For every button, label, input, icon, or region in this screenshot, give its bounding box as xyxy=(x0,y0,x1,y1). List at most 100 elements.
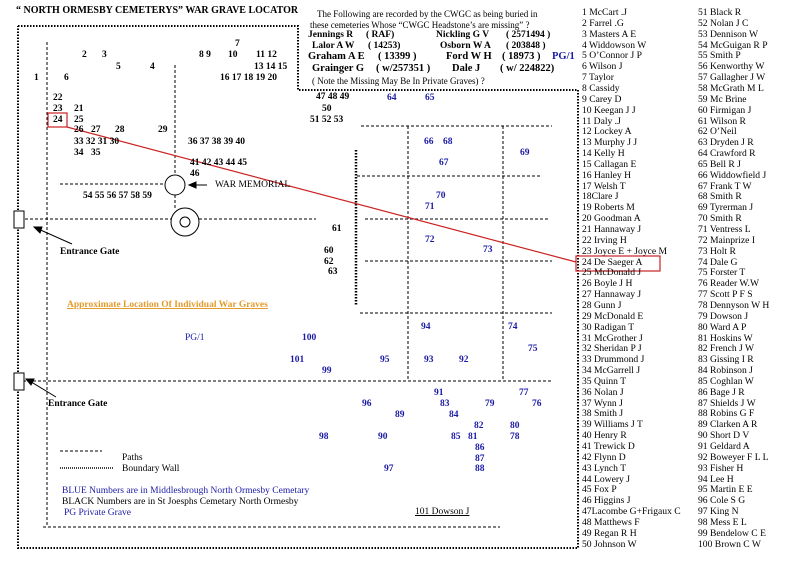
grave-number-blue: 91 xyxy=(434,388,444,398)
grave-number-black: 28 xyxy=(115,125,125,135)
name-list-item: 86 Bage J R xyxy=(698,386,745,398)
grave-number-blue: 98 xyxy=(319,432,329,442)
name-list-item: 79 Dowson J xyxy=(698,310,749,322)
grave-number-black: 51 52 53 xyxy=(310,115,344,125)
name-list-item: 89 Clarken A R xyxy=(698,419,758,431)
approx-location-heading: Approximate Location Of Individual War G… xyxy=(67,300,268,310)
extra-grave-note: 101 Dowson J xyxy=(415,507,470,517)
missing-name: Osborn W A xyxy=(440,41,491,51)
legend-boundary-wall: Boundary Wall xyxy=(122,464,180,474)
grave-number-black: 22 xyxy=(53,93,63,103)
grave-number-black: 6 xyxy=(64,73,69,83)
name-list-item: 33 Drummond J xyxy=(582,354,645,366)
name-list-item: 51 Black R xyxy=(698,7,742,18)
grave-number-black: 54 55 56 57 58 59 xyxy=(83,191,152,201)
name-list-item: 43 Lynch T xyxy=(582,462,627,474)
missing-ref: ( w/ 224822) xyxy=(500,63,555,74)
grave-number-blue: 90 xyxy=(378,432,388,442)
arrow-icon xyxy=(24,181,207,398)
name-list-item: 70 Smith R xyxy=(698,213,742,225)
name-list-item: 8 Cassidy xyxy=(582,82,620,94)
name-list-item: 1 McCart .J xyxy=(582,7,628,18)
grave-number-blue: 96 xyxy=(362,399,372,409)
name-list-item: 84 Robinson J xyxy=(698,365,753,377)
grave-number-black: 61 xyxy=(332,224,342,234)
grave-number-blue: 89 xyxy=(395,410,405,420)
name-list-item: 81 Hoskins W xyxy=(698,332,753,344)
grave-number-black: 8 9 xyxy=(199,50,211,60)
grave-number-blue: 94 xyxy=(421,322,431,332)
boundary-wall xyxy=(17,25,579,549)
grave-number-blue: 76 xyxy=(532,399,542,409)
missing-name: Dale J xyxy=(452,63,481,74)
name-list-item: 40 Henry R xyxy=(582,430,627,442)
name-list-item: 32 Sheridan P J xyxy=(582,343,642,355)
name-list-item: 68 Smith R xyxy=(698,191,742,203)
paths xyxy=(23,42,552,528)
grave-number-black: 47 48 49 xyxy=(316,92,350,102)
grave-number-blue: 85 xyxy=(451,432,461,442)
grave-number-black: 23 xyxy=(53,104,63,114)
missing-name: Grainger G xyxy=(312,63,365,74)
name-list-item: 61 Wilson R xyxy=(698,115,746,127)
missing-ref: ( w/257351 ) xyxy=(376,63,431,74)
name-list-item: 20 Goodman A xyxy=(582,213,641,225)
grave-number-black: 3 xyxy=(102,50,107,60)
entrance-gate-label: Entrance Gate xyxy=(48,399,108,409)
private-grave-badge: PG/1 xyxy=(552,51,575,62)
name-list-item: 59 Mc Brine xyxy=(698,93,747,105)
grave-number-blue: 92 xyxy=(459,355,469,365)
name-list-item: 62 O’Neil xyxy=(698,126,737,138)
missing-name: Nickling G V xyxy=(436,30,490,40)
name-list-item: 100 Brown C W xyxy=(698,538,761,550)
grave-number-blue: 67 xyxy=(439,158,449,168)
grave-number-blue: 88 xyxy=(475,464,485,474)
name-list-item: 49 Regan R H xyxy=(582,527,637,539)
name-list-item: 7 Taylor xyxy=(582,72,614,84)
name-list-item: 56 Kenworthy W xyxy=(698,61,765,73)
grave-number-blue: 97 xyxy=(384,464,394,474)
grave-number-black: 25 xyxy=(74,115,84,125)
grave-number-black: 26 xyxy=(74,125,84,135)
missing-ref: ( 18973 ) xyxy=(502,51,541,62)
missing-ref: ( 14253) xyxy=(368,41,401,51)
grave-number-blue: 70 xyxy=(436,191,446,201)
missing-ref: ( RAF) xyxy=(366,30,395,40)
name-list-item: 85 Coghlan W xyxy=(698,375,754,387)
grave-number-blue: 84 xyxy=(449,410,459,420)
name-list-item: 14 Kelly H xyxy=(582,148,625,160)
grave-number-blue: 78 xyxy=(510,432,520,442)
name-list-item: 77 Scott P F S xyxy=(698,289,753,301)
grave-number-black: 24 xyxy=(53,115,63,125)
grave-number-black: 46 xyxy=(190,169,200,179)
name-list-item: 60 Firmigan J xyxy=(698,104,752,116)
war-memorial-icon xyxy=(164,174,186,196)
grave-number-black: 5 xyxy=(116,62,121,72)
grave-number-blue: 82 xyxy=(474,421,484,431)
war-memorial-label: WAR MEMORIAL xyxy=(215,180,291,190)
name-list-item: 58 McGrath M L xyxy=(698,82,764,94)
entrance-gate-icon xyxy=(13,210,25,229)
grave-number-blue: 86 xyxy=(475,443,485,453)
name-list-item: 78 Dennyson W H xyxy=(698,299,770,311)
grave-number-blue: 66 xyxy=(424,137,434,147)
grave-number-blue: 68 xyxy=(443,137,453,147)
name-list-item: 74 Dale G xyxy=(698,256,738,268)
name-list-item: 34 McGarrell J xyxy=(582,365,641,377)
name-list-item: 96 Cole S G xyxy=(698,495,746,507)
name-list-item: 2 Farrel .G xyxy=(582,17,624,29)
name-list-item: 17 Welsh T xyxy=(582,180,626,192)
name-list-item: 12 Lockey A xyxy=(582,126,632,138)
missing-ref: ( 203848 ) xyxy=(506,41,546,51)
name-list-item: 64 Crawford R xyxy=(698,148,756,160)
name-list-item: 91 Geldard A xyxy=(698,441,750,452)
entrance-gate-icon xyxy=(13,372,25,391)
legend-blue-note: BLUE Numbers are in Middlesbrough North … xyxy=(62,486,310,496)
name-list-item: 26 Boyle J H xyxy=(582,278,633,290)
name-list-item: 41 Trewick D xyxy=(582,441,635,452)
missing-ref: ( 13399 ) xyxy=(378,51,417,62)
name-list-item: 23 Joyce E + Joyce M xyxy=(582,245,668,257)
name-list-item: 3 Masters A E xyxy=(582,28,637,40)
name-list-item: 57 Gallagher J W xyxy=(698,72,766,84)
grave-number-blue: 95 xyxy=(380,355,390,365)
